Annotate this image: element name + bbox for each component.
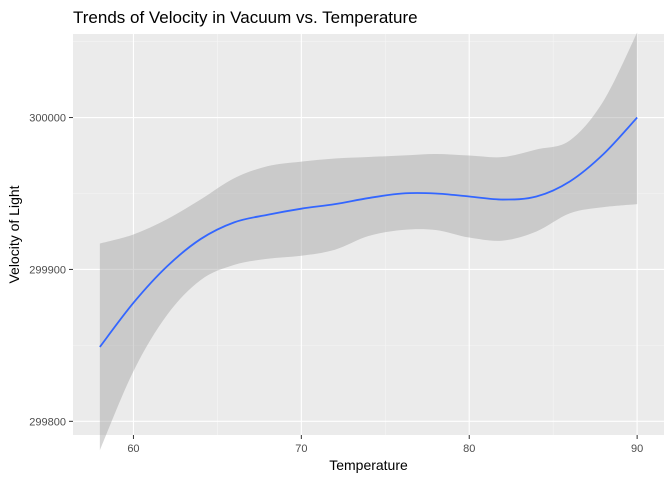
x-axis: 60 70 80 90 — [127, 435, 643, 455]
y-axis-title: Velocity of Light — [6, 185, 22, 283]
x-tick-label: 70 — [295, 443, 307, 455]
x-tick-label: 60 — [127, 443, 139, 455]
x-tick-label: 90 — [631, 443, 643, 455]
trend-line — [99, 116, 638, 348]
y-tick-label: 299900 — [29, 264, 66, 276]
x-axis-title: Temperature — [329, 457, 408, 473]
major-gridlines — [73, 34, 664, 435]
y-tick-label: 300000 — [29, 113, 66, 125]
y-axis: 299800 299900 300000 — [29, 113, 73, 428]
trend-lines — [99, 116, 638, 348]
chart-title: Trends of Velocity in Vacuum vs. Tempera… — [73, 8, 418, 27]
plot-panel — [73, 34, 664, 435]
y-tick-label: 299800 — [29, 416, 66, 428]
confidence-bands — [99, 32, 638, 451]
x-tick-label: 80 — [463, 443, 475, 455]
minor-gridlines — [73, 34, 664, 435]
confidence-band — [99, 32, 638, 451]
